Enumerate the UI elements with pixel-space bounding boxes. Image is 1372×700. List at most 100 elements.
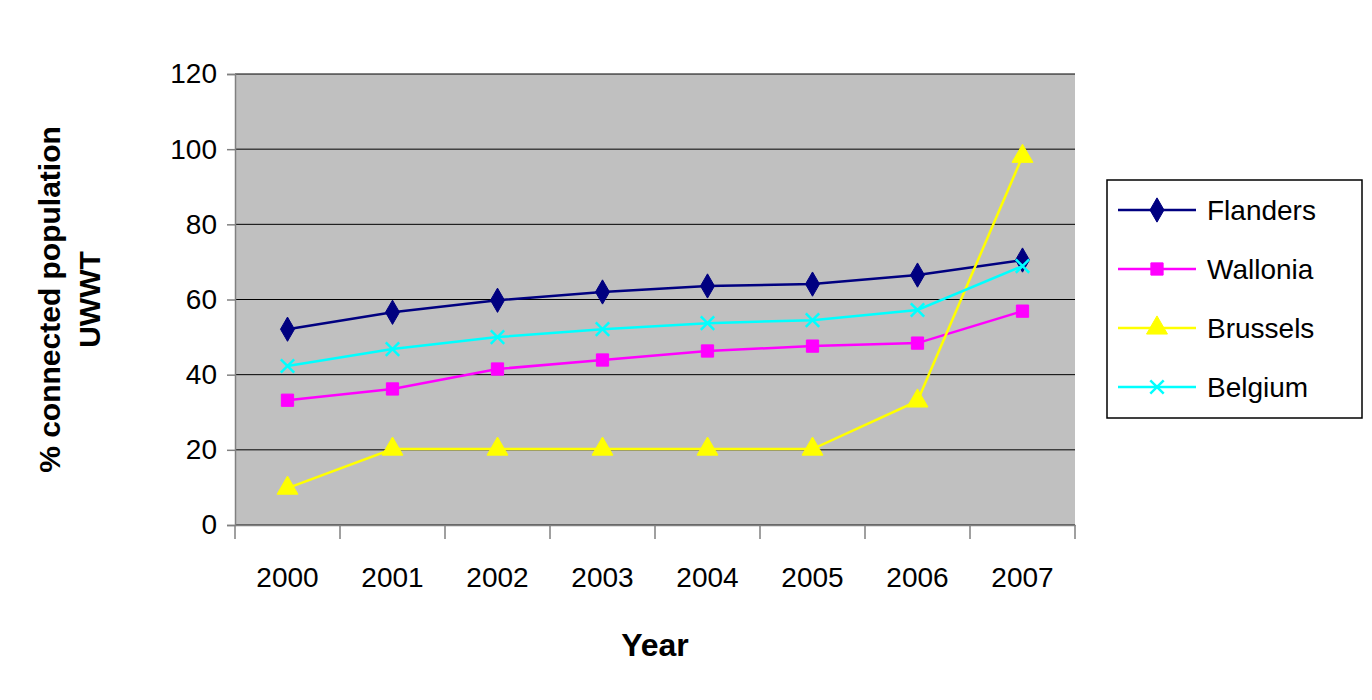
marker <box>701 316 714 329</box>
x-tick-label: 2001 <box>361 562 423 593</box>
marker <box>1016 259 1029 272</box>
series-line <box>288 156 1023 488</box>
grid-line <box>235 299 1075 300</box>
legend-marker <box>1150 198 1164 222</box>
marker <box>697 437 718 455</box>
x-separator <box>969 525 971 539</box>
marker <box>281 359 294 372</box>
legend-marker <box>1147 316 1168 334</box>
x-tick: 2002 <box>466 525 528 593</box>
x-tick: 2004 <box>676 525 738 593</box>
x-axis-title: Year <box>621 627 689 663</box>
marker <box>805 272 819 296</box>
marker <box>385 300 399 324</box>
series-layer <box>277 144 1033 494</box>
marker <box>907 389 928 407</box>
legend-item: Belgium <box>1118 372 1308 403</box>
x-separator <box>654 525 656 539</box>
x-tick-label: 2003 <box>571 562 633 593</box>
marker <box>386 342 399 355</box>
y-tick: 0 <box>201 509 235 540</box>
legend: Flanders Wallonia Brussels Belgium <box>1107 180 1362 418</box>
x-separator <box>444 525 446 539</box>
y-axis-line <box>227 75 236 526</box>
marker <box>487 437 508 455</box>
grid <box>235 74 1075 525</box>
marker <box>490 288 504 312</box>
x-separators <box>235 525 1075 539</box>
y-tick-mark <box>227 299 235 301</box>
x-tick: 2003 <box>571 525 633 593</box>
x-tick: 2006 <box>886 525 948 593</box>
legend-box <box>1107 180 1362 418</box>
series <box>281 305 1028 406</box>
marker <box>806 313 819 326</box>
x-tick-label: 2006 <box>886 562 948 593</box>
y-tick: 20 <box>186 434 235 465</box>
legend-item: Wallonia <box>1118 254 1314 285</box>
y-tick-label: 80 <box>186 209 217 240</box>
x-separator <box>1074 525 1076 539</box>
marker <box>491 330 504 343</box>
x-separator <box>234 525 236 539</box>
x-tick: 2000 <box>256 525 318 593</box>
marker <box>281 394 293 406</box>
marker <box>700 274 714 298</box>
marker <box>1012 144 1033 162</box>
plot-background <box>235 74 1075 525</box>
chart: 0 20 40 60 80 100 120 2000 2001 2002 2003 2004 2005 2… <box>0 0 1372 700</box>
marker <box>382 437 403 455</box>
y-tick: 60 <box>186 284 235 315</box>
marker <box>1016 305 1028 317</box>
marker <box>280 317 294 341</box>
x-tick-label: 2007 <box>991 562 1053 593</box>
series-line <box>288 311 1023 400</box>
marker <box>911 303 924 316</box>
y-tick: 100 <box>170 134 235 165</box>
y-tick: 80 <box>186 209 235 240</box>
y-tick-mark <box>227 74 235 76</box>
legend-item: Flanders <box>1118 195 1316 226</box>
marker <box>596 322 609 335</box>
y-tick-label: 40 <box>186 359 217 390</box>
marker <box>806 340 818 352</box>
plot: 0 20 40 60 80 100 120 2000 2001 2002 2003 2004 2005 2… <box>170 58 1075 592</box>
marker <box>386 383 398 395</box>
x-tick-label: 2005 <box>781 562 843 593</box>
y-tick-mark <box>227 525 235 527</box>
marker <box>491 363 503 375</box>
y-tick: 40 <box>186 359 235 390</box>
y-tick-mark <box>227 450 235 452</box>
legend-label: Wallonia <box>1207 254 1314 285</box>
y-tick-mark <box>227 374 235 376</box>
marker <box>595 280 609 304</box>
y-tick: 120 <box>170 58 235 89</box>
x-tick-label: 2000 <box>256 562 318 593</box>
legend-label: Brussels <box>1207 313 1314 344</box>
x-tick: 2007 <box>991 525 1053 593</box>
grid-line <box>235 149 1075 150</box>
marker <box>592 437 613 455</box>
marker <box>910 263 924 287</box>
y-tick-label: 120 <box>170 58 217 89</box>
grid-line <box>235 374 1075 375</box>
y-axis: 0 20 40 60 80 100 120 <box>170 58 235 540</box>
legend-label: Flanders <box>1207 195 1316 226</box>
marker <box>277 476 298 494</box>
x-separator <box>339 525 341 539</box>
x-separator <box>864 525 866 539</box>
series <box>281 259 1029 372</box>
series-line <box>288 266 1023 366</box>
y-tick-label: 20 <box>186 434 217 465</box>
x-separator <box>759 525 761 539</box>
legend-marker <box>1150 380 1163 393</box>
grid-line <box>235 74 1075 75</box>
grid-line <box>235 224 1075 225</box>
y-tick-label: 60 <box>186 284 217 315</box>
series <box>277 144 1033 494</box>
y-tick-label: 100 <box>170 134 217 165</box>
legend-marker <box>1151 263 1163 275</box>
y-tick-mark <box>227 224 235 226</box>
legend-item: Brussels <box>1118 313 1314 344</box>
x-tick: 2005 <box>781 525 843 593</box>
